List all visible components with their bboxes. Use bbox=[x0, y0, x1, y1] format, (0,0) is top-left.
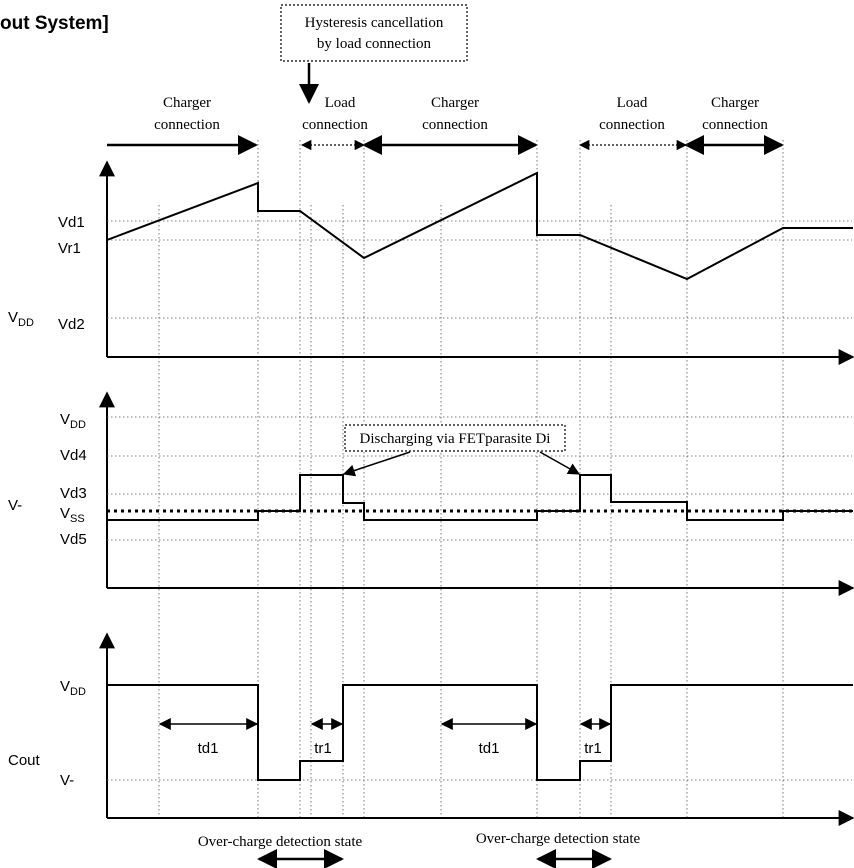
vminus-panel: VDD Vd4 Vd3 VSS Vd5 V- Discharging via F… bbox=[8, 391, 854, 596]
phase-label-line1: Charger bbox=[431, 95, 479, 111]
vminus-waveform bbox=[107, 474, 853, 521]
tr1-label: tr1 bbox=[314, 740, 332, 757]
diagram-title: out System] bbox=[0, 13, 109, 34]
vdd-axis-label: VDD bbox=[8, 309, 34, 329]
phase-label-line2: connection bbox=[422, 117, 488, 133]
phase-labels: Charger connection Load connection Charg… bbox=[154, 95, 768, 133]
vss-level-label: VSS bbox=[60, 505, 85, 525]
discharging-callout-label: Discharging via FETparasite Di bbox=[360, 431, 551, 447]
cout-vdd-level-label: VDD bbox=[60, 678, 86, 698]
vdd-panel: Vd1 Vr1 Vd2 VDD bbox=[8, 160, 854, 365]
hysteresis-callout-line1: Hysteresis cancellation bbox=[305, 15, 444, 31]
td1-label: td1 bbox=[479, 740, 500, 757]
vdd-waveform bbox=[106, 171, 853, 281]
vd3-level-label: Vd3 bbox=[60, 485, 87, 502]
tr1-label: tr1 bbox=[584, 740, 602, 757]
state-labels: Over-charge detection state Over-charge … bbox=[198, 831, 641, 868]
cout-waveform bbox=[107, 684, 853, 781]
vd4-level-label: Vd4 bbox=[60, 447, 87, 464]
td1-label: td1 bbox=[198, 740, 219, 757]
vertical-gridlines bbox=[158, 140, 784, 818]
vminus-axis-label: V- bbox=[8, 497, 22, 514]
vd2-level-label: Vd2 bbox=[58, 316, 85, 333]
hysteresis-callout-line2: by load connection bbox=[317, 36, 432, 52]
over-charge-state-label: Over-charge detection state bbox=[476, 831, 641, 847]
phase-label-line1: Charger bbox=[163, 95, 211, 111]
vr1-level-label: Vr1 bbox=[58, 240, 81, 257]
phase-label-line2: connection bbox=[702, 117, 768, 133]
phase-label-line2: connection bbox=[154, 117, 220, 133]
phase-label-line1: Load bbox=[617, 95, 648, 111]
cout-axis-label: Cout bbox=[8, 752, 41, 769]
discharging-callout: Discharging via FETparasite Di bbox=[342, 424, 581, 477]
phase-label-line1: Charger bbox=[711, 95, 759, 111]
over-charge-state-label: Over-charge detection state bbox=[198, 834, 363, 850]
phase-label-line2: connection bbox=[599, 117, 665, 133]
cout-panel: VDD V- Cout td1 tr1 td1 tr1 bbox=[8, 632, 854, 826]
hysteresis-callout: Hysteresis cancellation by load connecti… bbox=[280, 4, 468, 104]
vd5-level-label: Vd5 bbox=[60, 531, 87, 548]
phase-label-line2: connection bbox=[302, 117, 368, 133]
vminus-vdd-level-label: VDD bbox=[60, 411, 86, 431]
vd1-level-label: Vd1 bbox=[58, 214, 85, 231]
cout-vminus-level-label: V- bbox=[60, 772, 74, 789]
phase-label-line1: Load bbox=[325, 95, 356, 111]
